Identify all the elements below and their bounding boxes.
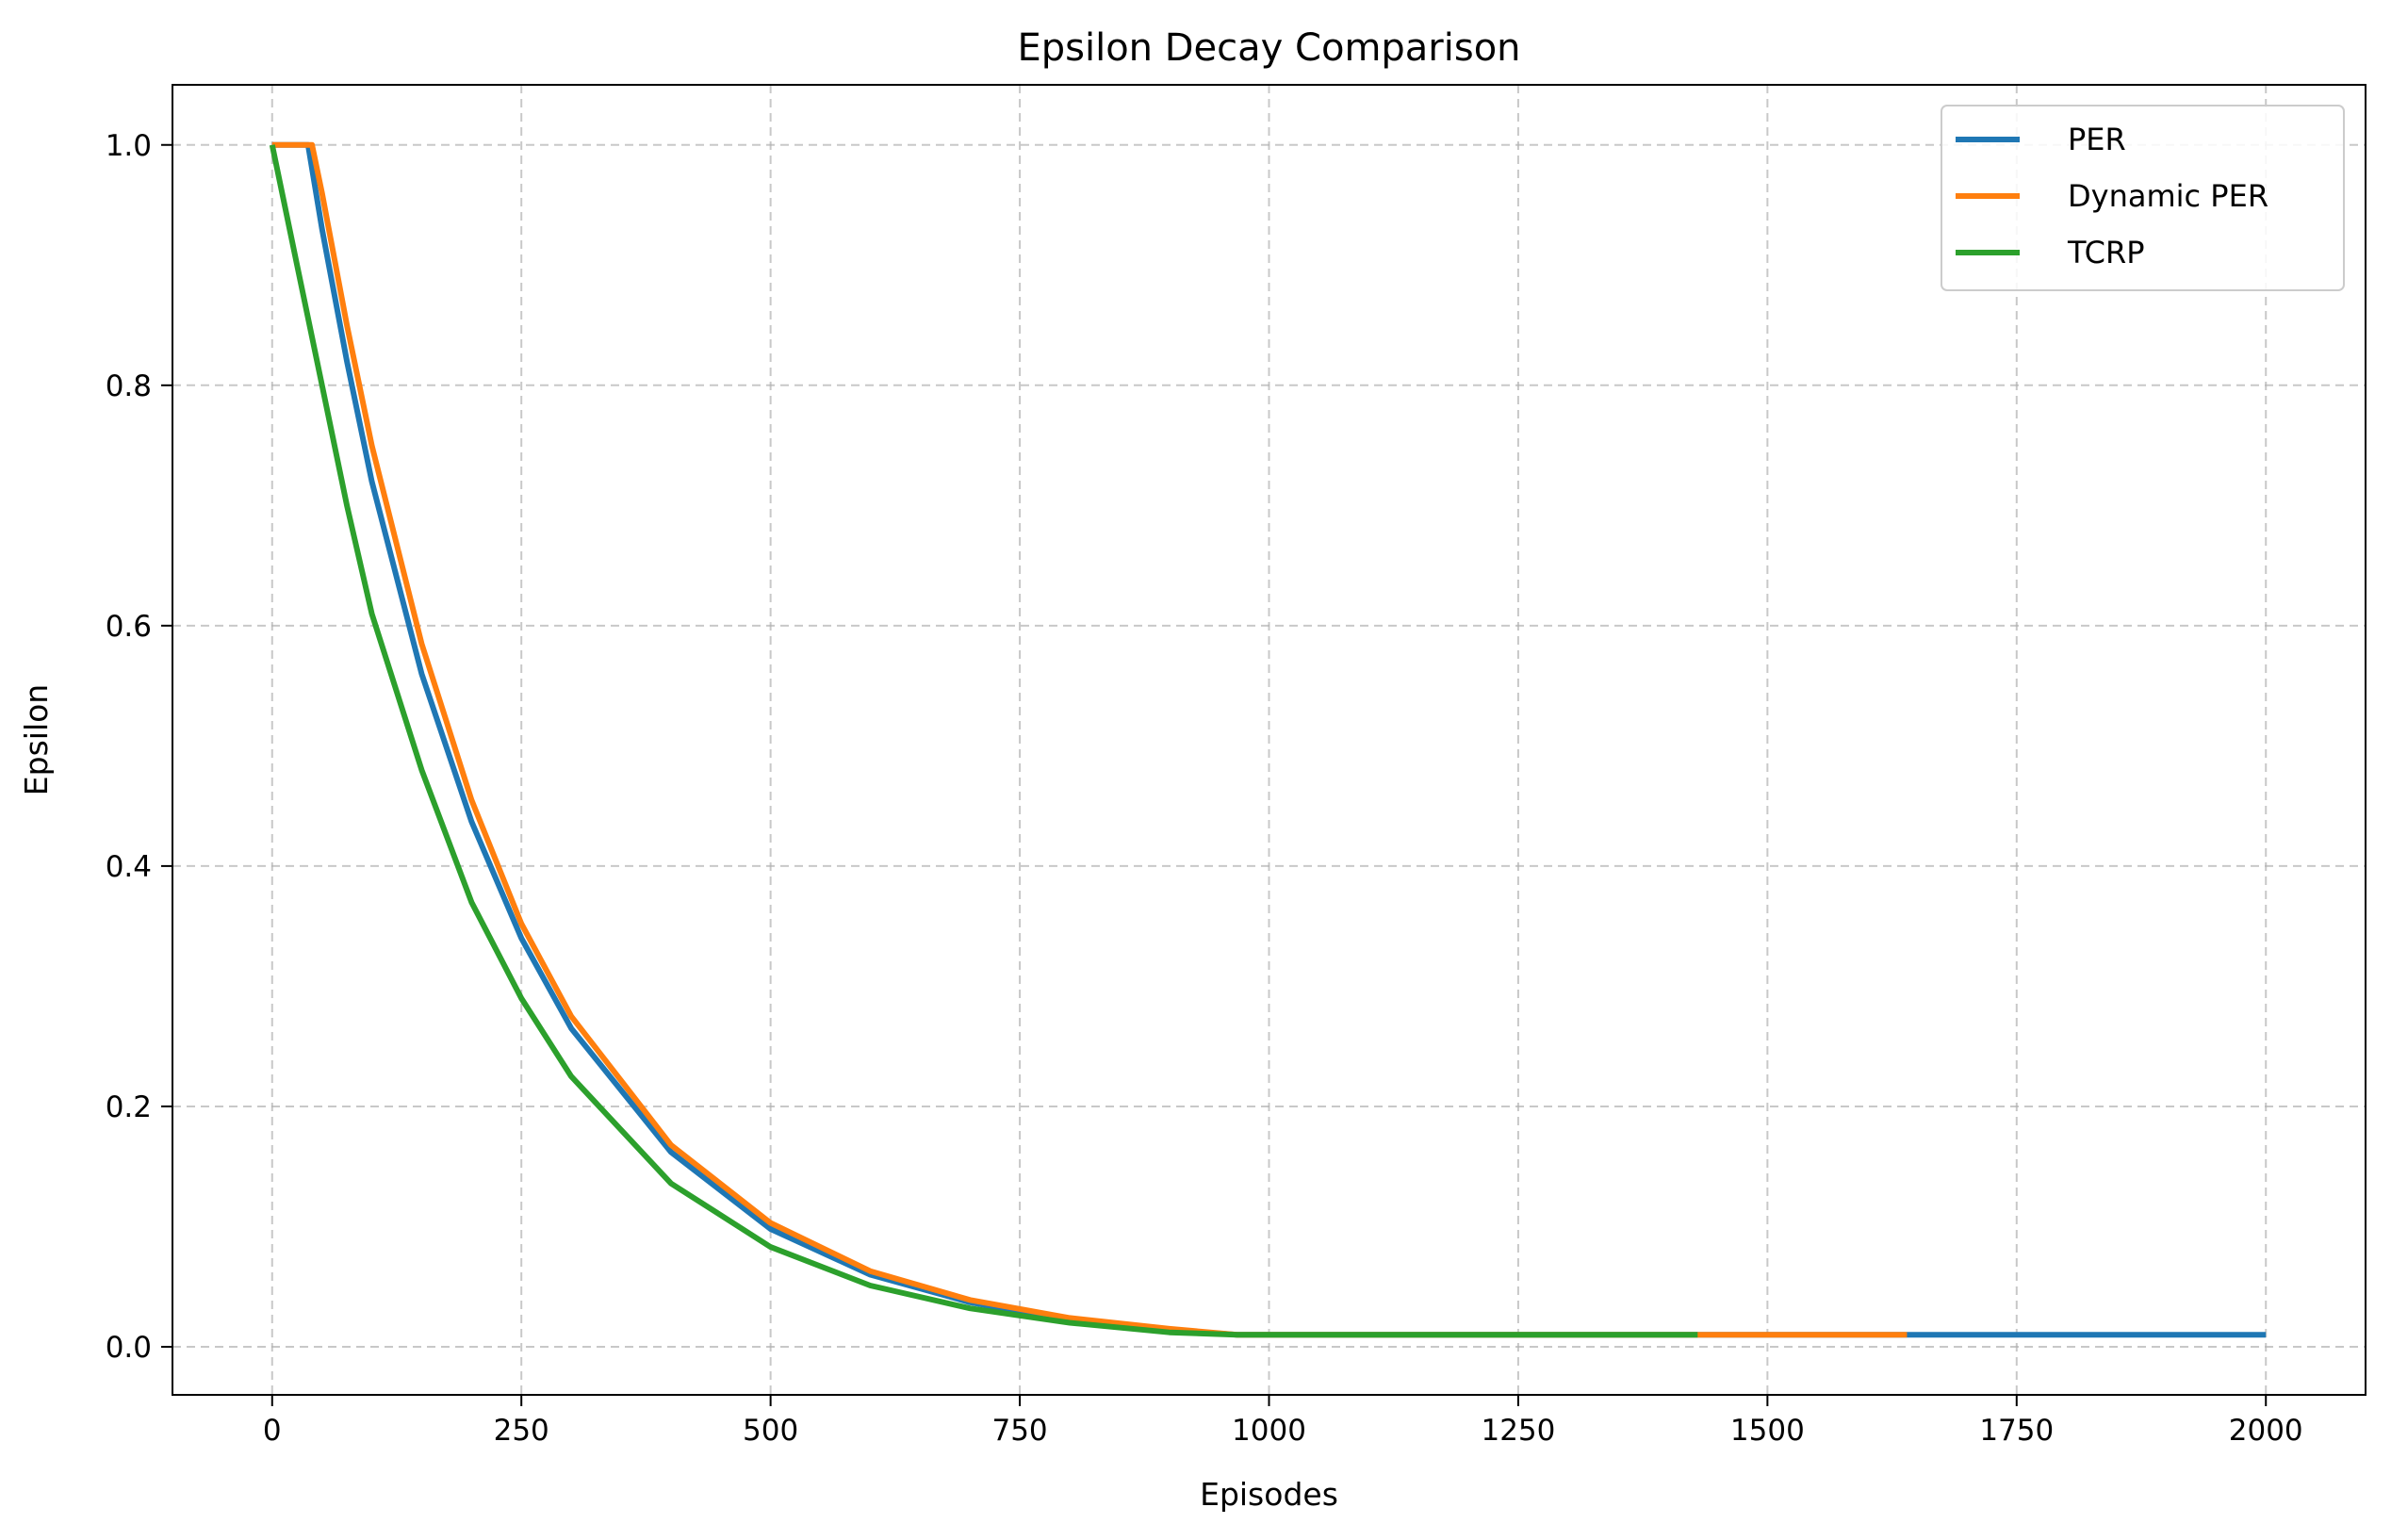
series-lines (269, 141, 2267, 1338)
y-tick-label: 0.0 (106, 1331, 152, 1365)
x-axis-title: Episodes (1200, 1476, 1338, 1513)
series-line-tcrp (269, 144, 1698, 1338)
x-tick-label: 750 (991, 1414, 1047, 1448)
x-tick-label: 1750 (1979, 1414, 2054, 1448)
y-tick-label: 0.6 (106, 610, 152, 644)
x-tick-label: 250 (494, 1414, 549, 1448)
chart-title: Epsilon Decay Comparison (1017, 26, 1520, 70)
legend-items: PER Dynamic PER TCRP (1956, 122, 2268, 270)
y-axis-title: Epsilon (18, 684, 55, 795)
legend-label: Dynamic PER (2068, 178, 2268, 214)
legend-label: PER (2068, 122, 2126, 157)
y-tick-label: 1.0 (106, 129, 152, 163)
y-tick-label: 0.2 (106, 1090, 152, 1124)
axis-ticks: 0 250 500 750 1000 1250 1500 1750 2000 0.0 0.2 0.4 0… (106, 129, 2303, 1448)
x-tick-label: 2000 (2229, 1414, 2303, 1448)
legend-label: TCRP (2067, 235, 2145, 270)
grid (172, 85, 2366, 1395)
x-tick-label: 1000 (1232, 1414, 1306, 1448)
y-tick-label: 0.4 (106, 850, 152, 884)
x-tick-label: 500 (743, 1414, 798, 1448)
x-tick-label: 1500 (1730, 1414, 1805, 1448)
y-tick-label: 0.8 (106, 369, 152, 403)
x-tick-label: 0 (263, 1414, 282, 1448)
legend: PER Dynamic PER TCRP (1941, 105, 2345, 291)
legend-box (1941, 105, 2345, 291)
x-tick-label: 1250 (1481, 1414, 1555, 1448)
